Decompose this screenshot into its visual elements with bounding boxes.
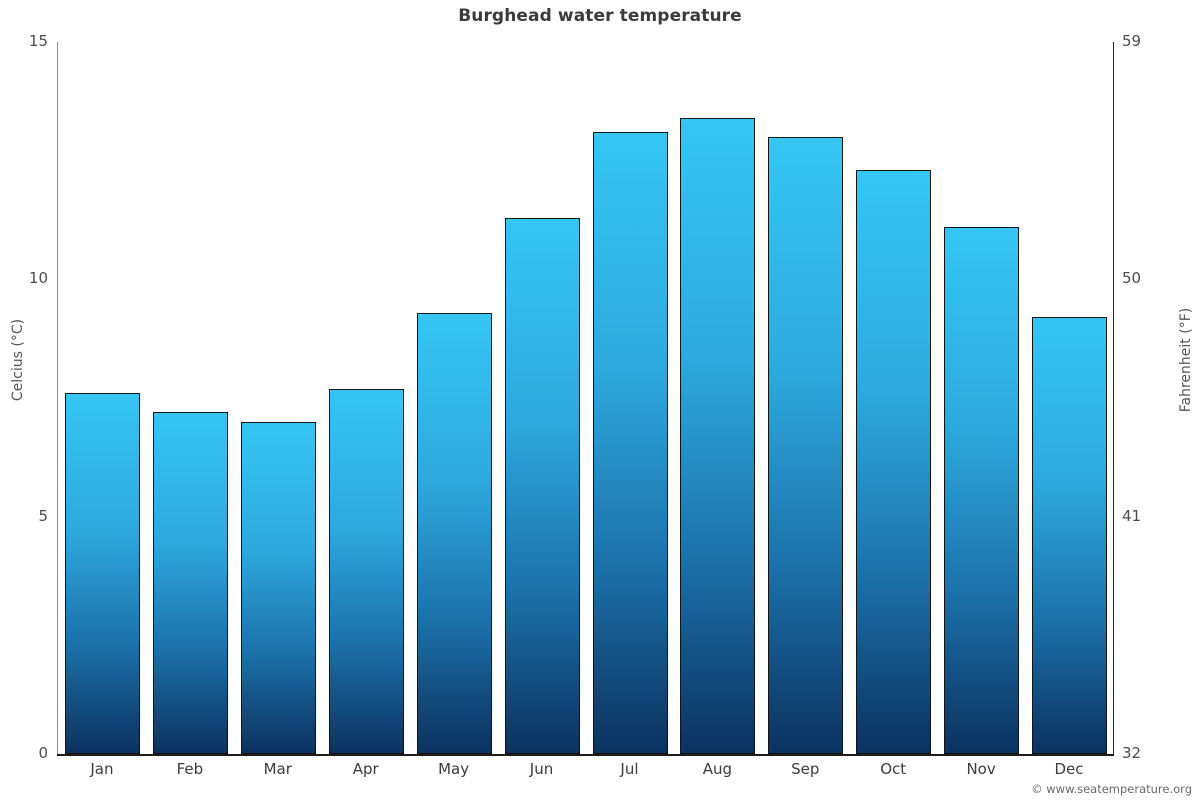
x-tick-label-mar: Mar [263,760,292,778]
bar-slot [58,42,146,754]
bar-jan[interactable] [65,393,140,754]
y-tick-left-0: 0 [38,744,48,762]
y-tick-right-50: 50 [1122,269,1142,288]
x-tick-label-jun: Jun [529,760,554,778]
bar-aug[interactable] [680,117,756,754]
bar-mar[interactable] [240,421,316,754]
bar-slot [849,42,937,754]
bar-jul[interactable] [592,132,668,754]
y-axis-left-title: Celcius (°C) [10,318,26,402]
plot-area [58,42,1113,754]
x-tick-label-sep: Sep [791,760,820,778]
x-tick-label-jan: Jan [90,760,114,778]
bar-slot [673,42,761,754]
x-tick-label-jul: Jul [620,760,639,778]
bar-slot [1025,42,1113,754]
y-axis-left-line [57,42,58,755]
bar-slot [234,42,322,754]
y-tick-left-15: 15 [28,32,48,50]
bar-sep[interactable] [768,136,844,754]
bar-oct[interactable] [856,170,932,754]
y-axis-right-title: Fahrenheit (°F) [1178,307,1194,413]
bar-dec[interactable] [1032,317,1108,754]
bar-jun[interactable] [504,217,580,754]
bar-series-water-temperature [58,42,1113,754]
bar-slot [410,42,498,754]
x-tick-label-oct: Oct [880,760,907,778]
page-title: Burghead water temperature [458,6,742,26]
x-tick-label-aug: Aug [702,760,732,778]
bar-slot [146,42,234,754]
y-tick-right-59: 59 [1122,32,1142,50]
x-tick-label-may: May [438,760,470,778]
y-tick-right-41: 41 [1122,506,1142,525]
bar-feb[interactable] [152,412,228,754]
x-tick-label-feb: Feb [176,760,204,778]
x-axis-line [57,754,1114,756]
copyright-credit: © www.seatemperature.org [1031,782,1192,796]
y-axis-right-line [1113,42,1114,755]
bar-slot [761,42,849,754]
bar-slot [322,42,410,754]
y-tick-right-32: 32 [1122,744,1142,762]
bar-nov[interactable] [944,227,1020,754]
x-tick-label-nov: Nov [966,760,996,778]
bar-slot [498,42,586,754]
x-tick-label-dec: Dec [1054,760,1084,778]
bar-may[interactable] [416,312,492,754]
x-axis-tick-labels: Jan Feb Mar Apr May Jun Jul Aug Sep Oct Nov Dec [58,760,1113,790]
x-tick-label-apr: Apr [352,760,379,778]
bar-slot [937,42,1025,754]
bar-apr[interactable] [328,388,404,754]
y-tick-left-10: 10 [28,269,48,288]
bar-slot [586,42,674,754]
y-tick-left-5: 5 [38,506,48,525]
